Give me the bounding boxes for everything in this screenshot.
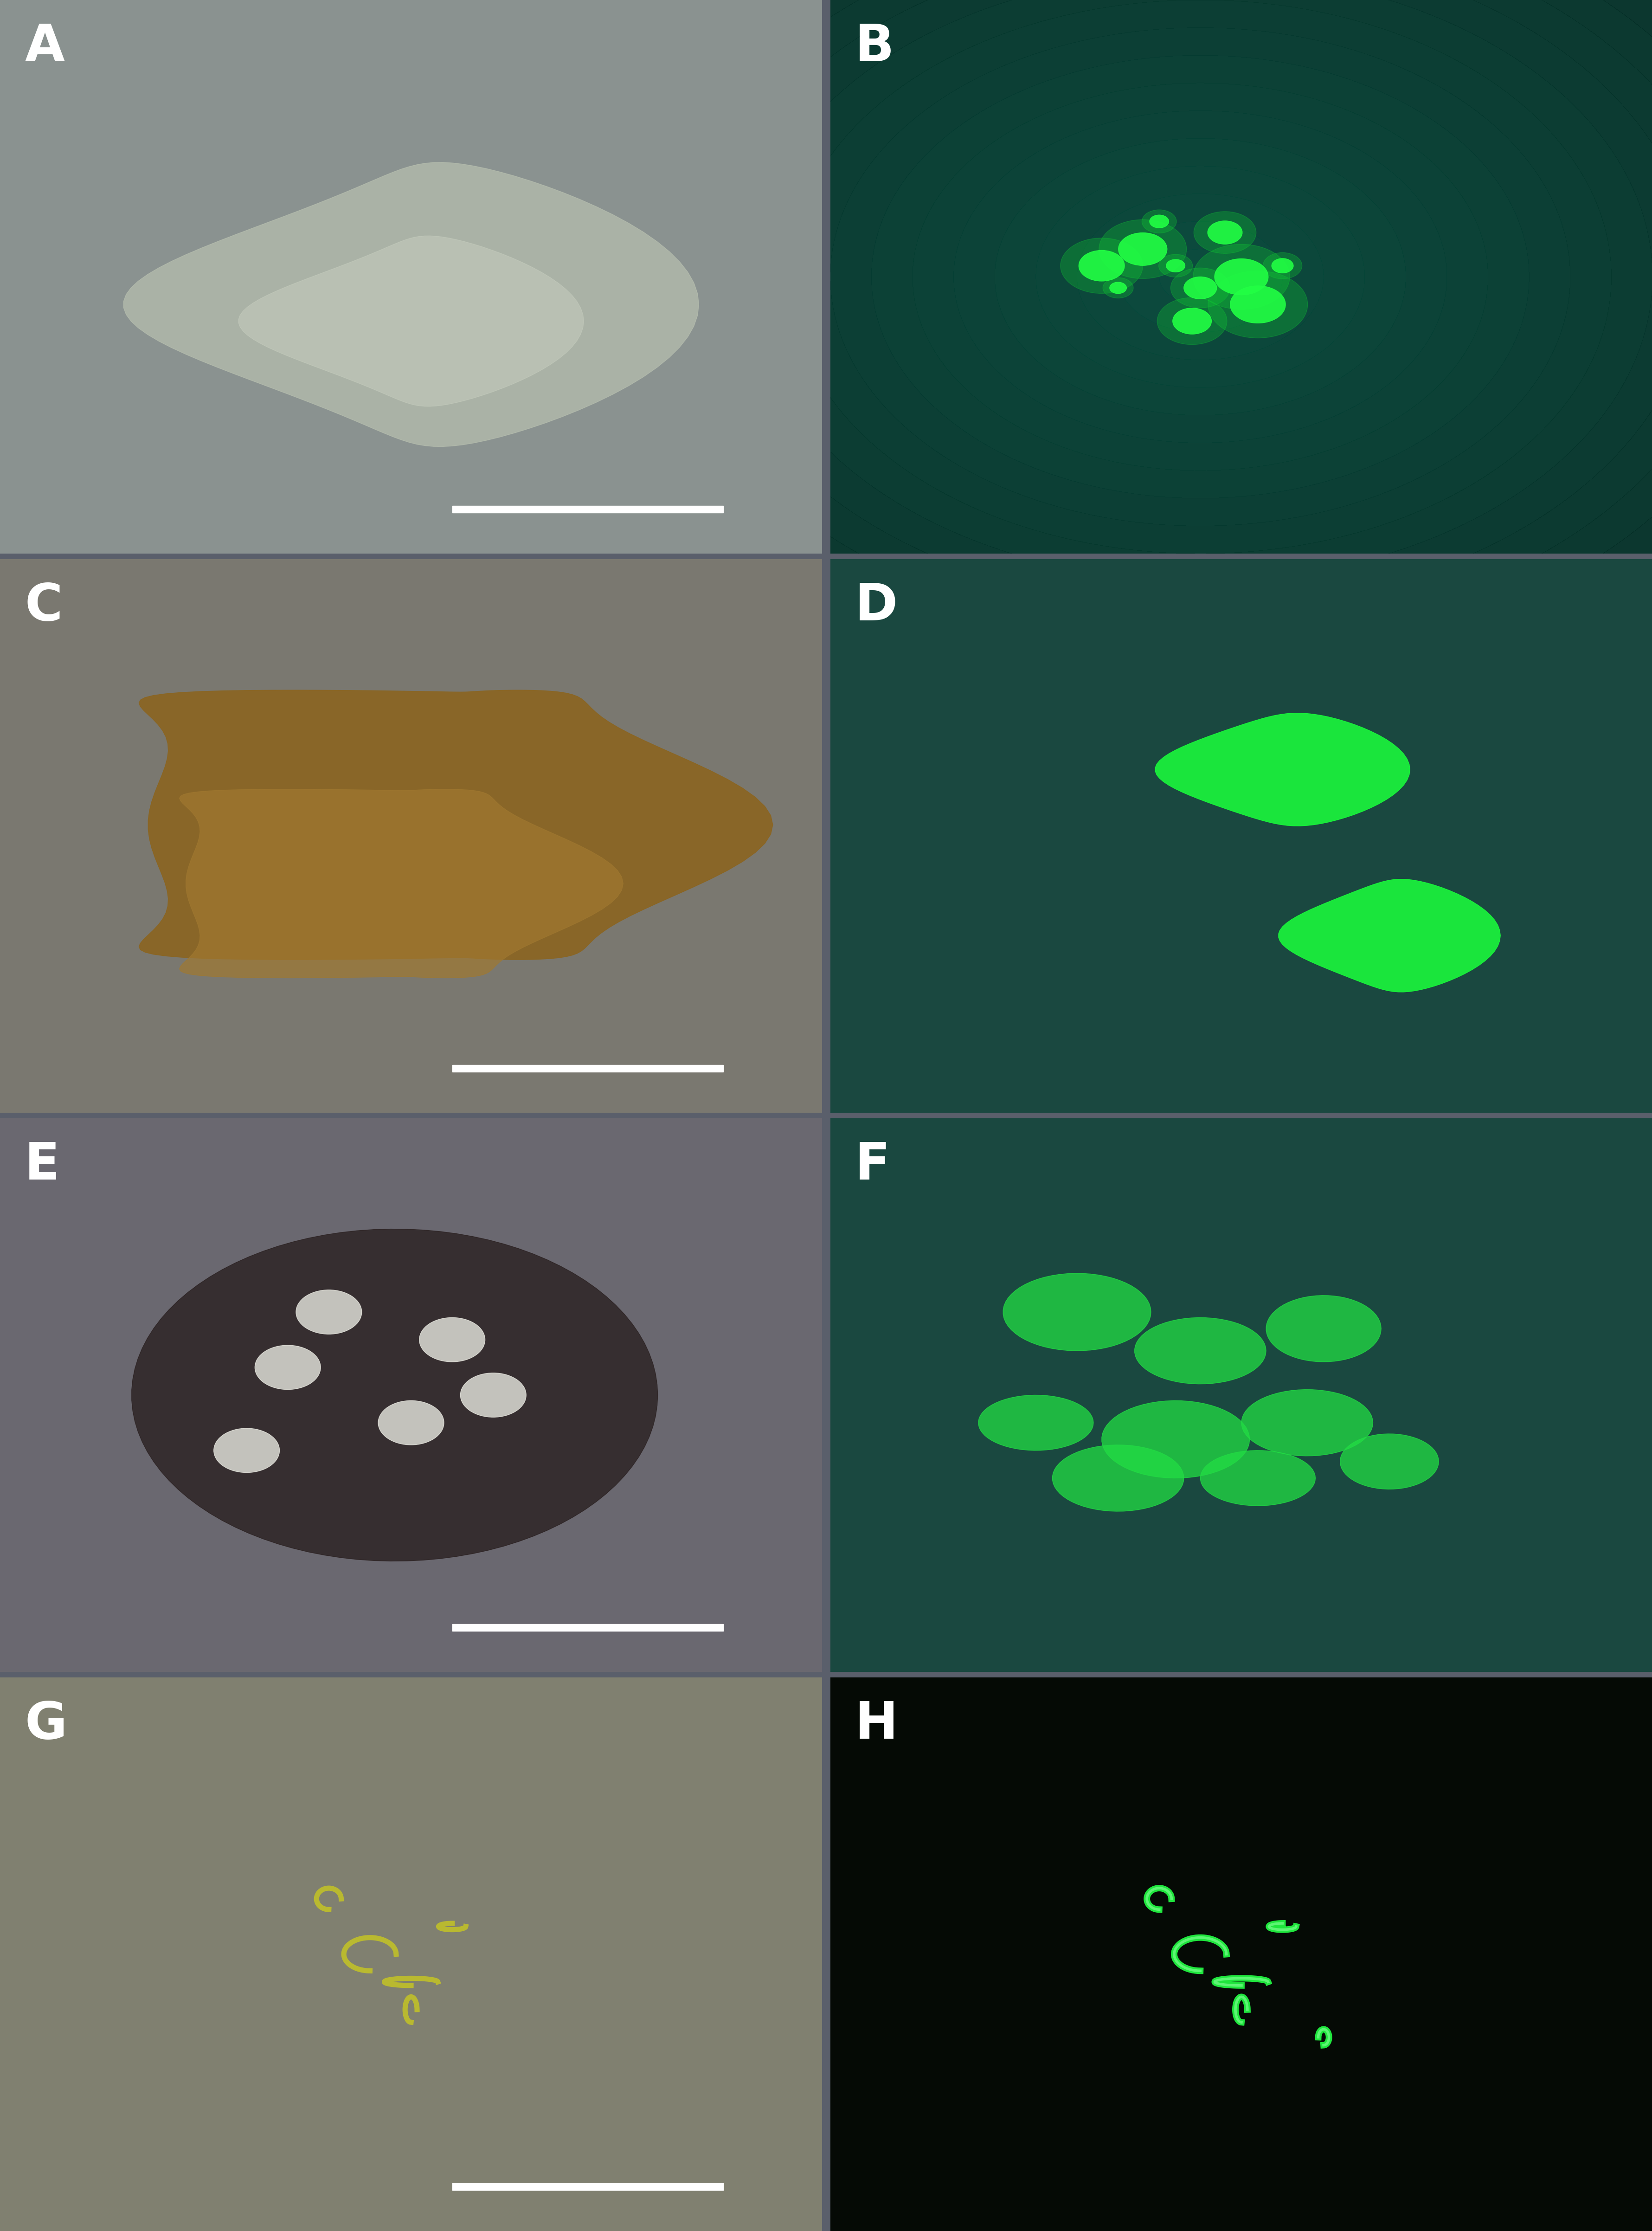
Text: D: D (854, 582, 897, 631)
Polygon shape (1155, 714, 1409, 825)
Circle shape (461, 1372, 525, 1417)
Polygon shape (1199, 1450, 1315, 1506)
Circle shape (1189, 210, 1260, 257)
Polygon shape (1279, 879, 1500, 993)
Polygon shape (1241, 1390, 1373, 1457)
Bar (453, 1624, 724, 1631)
Polygon shape (132, 1229, 657, 1562)
Polygon shape (1155, 714, 1409, 825)
Bar (453, 1064, 724, 1071)
Polygon shape (1265, 1296, 1381, 1361)
Circle shape (1183, 315, 1201, 328)
Circle shape (1241, 292, 1275, 317)
Circle shape (1158, 254, 1193, 279)
Text: H: H (854, 1700, 899, 1749)
Circle shape (1201, 250, 1280, 303)
Text: G: G (25, 1700, 68, 1749)
Circle shape (1133, 203, 1184, 239)
Polygon shape (180, 790, 623, 977)
Text: E: E (25, 1140, 59, 1189)
Circle shape (1062, 239, 1140, 292)
Circle shape (254, 1345, 320, 1390)
Bar (453, 2184, 724, 2191)
Polygon shape (1279, 879, 1500, 993)
Polygon shape (1102, 1401, 1249, 1479)
Polygon shape (978, 1394, 1094, 1450)
Circle shape (1186, 279, 1213, 297)
Circle shape (1143, 243, 1208, 288)
Circle shape (378, 1401, 444, 1446)
Polygon shape (238, 236, 583, 406)
Circle shape (1080, 252, 1123, 281)
Text: B: B (854, 22, 894, 71)
Circle shape (1123, 236, 1161, 261)
Bar (453, 506, 724, 513)
Circle shape (1082, 263, 1153, 312)
Circle shape (1176, 310, 1208, 332)
Circle shape (1257, 250, 1307, 281)
Circle shape (1204, 219, 1244, 245)
Text: A: A (25, 22, 64, 71)
Circle shape (213, 1428, 279, 1472)
Circle shape (1247, 299, 1267, 310)
Polygon shape (1340, 1435, 1439, 1488)
Polygon shape (124, 163, 699, 446)
Circle shape (1239, 236, 1327, 294)
Circle shape (1112, 190, 1206, 252)
Circle shape (1219, 261, 1264, 292)
Polygon shape (1003, 1274, 1151, 1350)
Circle shape (1108, 225, 1176, 272)
Circle shape (296, 1290, 362, 1334)
Polygon shape (139, 689, 773, 959)
Circle shape (1099, 274, 1138, 301)
Text: F: F (854, 1140, 890, 1189)
Polygon shape (1052, 1446, 1183, 1510)
Text: C: C (25, 582, 63, 631)
Polygon shape (1135, 1319, 1265, 1383)
Circle shape (1176, 272, 1224, 303)
Circle shape (420, 1319, 486, 1361)
